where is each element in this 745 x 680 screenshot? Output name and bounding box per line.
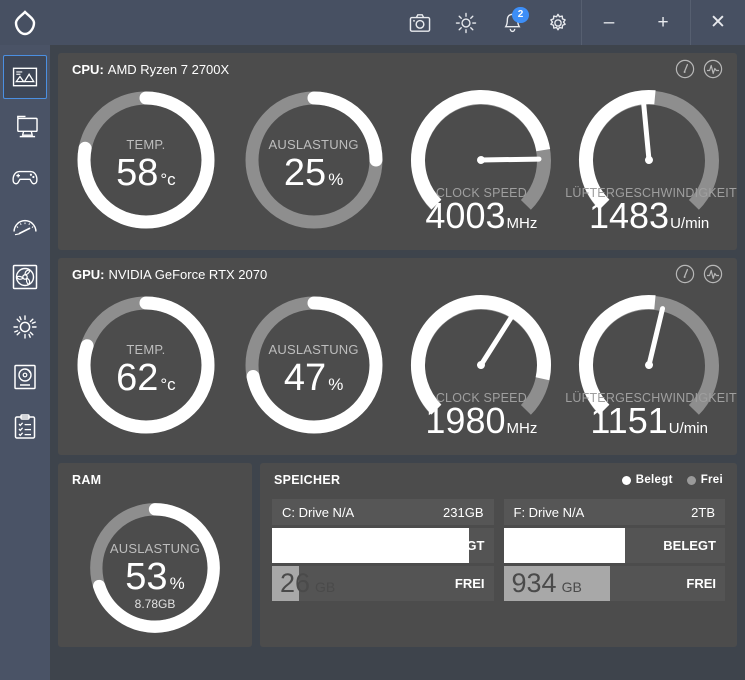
drive-name: C: Drive N/A: [282, 504, 355, 520]
cpu-panel-actions: [675, 59, 723, 79]
dashboard-icon: [12, 67, 38, 87]
titlebar-actions: 2 – + ✕: [397, 0, 745, 45]
gpu-fan-gauge: LÜFTERGESCHWINDIGKEIT 1151U/min: [565, 290, 737, 445]
ram-panel: RAM AUSLASTUNG 53% 8.78GB: [58, 463, 252, 647]
drive-free-bar: 934 GB FREI: [503, 566, 725, 601]
gpu-clock-gauge: CLOCK SPEED 1980MHz: [398, 290, 566, 445]
drive-list: C: Drive N/A 231GB BELEGT 26 GB: [260, 497, 737, 616]
drive-free-fill: [503, 566, 610, 601]
maximize-button[interactable]: +: [657, 11, 669, 33]
screenshot-button[interactable]: [397, 0, 443, 45]
drive-free-label: FREI: [686, 576, 716, 591]
cpu-label: CPU:: [72, 61, 104, 77]
legend-item-used: Belegt: [621, 474, 673, 486]
cpu-panel: CPU: AMD Ryzen 7 2700X: [58, 53, 737, 250]
ram-gauge: AUSLASTUNG 53% 8.78GB: [58, 497, 252, 647]
legend-label-used: Belegt: [635, 474, 673, 486]
sun-icon: [13, 315, 37, 339]
drive-free-label: FREI: [454, 576, 485, 591]
gpu-panel-actions: [675, 264, 723, 284]
title-bar: 2 – + ✕: [0, 0, 745, 45]
legend-dot-free: [686, 475, 696, 485]
cpu-gauges: TEMP. 58 °c AUSLASTUNG 25%: [58, 85, 737, 250]
gauge-view-icon[interactable]: [675, 264, 695, 284]
speedometer-icon: [13, 219, 37, 236]
drive-header: C: Drive N/A 231GB: [272, 499, 494, 525]
graph-view-icon[interactable]: [703, 264, 723, 284]
gauge-view-icon[interactable]: [675, 59, 695, 79]
drive-item[interactable]: F: Drive N/A 2TB BELEGT 934 GB: [503, 499, 725, 604]
sidebar-item-dashboard[interactable]: [3, 55, 47, 99]
monitor-icon: [16, 115, 38, 138]
notifications-button[interactable]: 2: [489, 0, 535, 45]
window-body: CPU: AMD Ryzen 7 2700X: [0, 45, 745, 680]
titlebar-divider-1: [581, 0, 582, 45]
sidebar-item-games[interactable]: [3, 155, 47, 199]
lighting-button[interactable]: [443, 0, 489, 45]
storage-legend: Belegt Frei: [621, 474, 723, 486]
gpu-gauges: TEMP. 62 °c AUSLASTUNG 47%: [58, 290, 737, 455]
minimize-button[interactable]: –: [603, 11, 615, 33]
drive-used-label: BELEGT: [431, 538, 485, 553]
legend-item-free: Frei: [686, 474, 723, 486]
gamepad-icon: [12, 170, 38, 185]
storage-panel-header: SPEICHER Belegt Frei: [260, 463, 737, 497]
legend-label-free: Frei: [700, 474, 723, 486]
drive-name: F: Drive N/A: [513, 504, 585, 520]
gpu-panel: GPU: NVIDIA GeForce RTX 2070: [58, 258, 737, 455]
sidebar-item-fans[interactable]: [3, 255, 47, 299]
cpu-panel-header: CPU: AMD Ryzen 7 2700X: [58, 53, 737, 85]
harddisk-icon: [14, 364, 36, 390]
sidebar-item-reports[interactable]: [3, 405, 47, 449]
app-logo-icon[interactable]: [0, 9, 50, 36]
ram-title: RAM: [72, 473, 102, 487]
drive-header: F: Drive N/A 2TB: [503, 499, 725, 525]
cpu-clock-gauge: CLOCK SPEED 4003MHz: [398, 85, 566, 240]
cpu-load-gauge: AUSLASTUNG 25%: [230, 85, 398, 240]
cpu-model: AMD Ryzen 7 2700X: [107, 61, 230, 77]
drive-used-fill: [503, 528, 626, 563]
drive-item[interactable]: C: Drive N/A 231GB BELEGT 26 GB: [272, 499, 494, 604]
graph-view-icon[interactable]: [703, 59, 723, 79]
drive-free-value: 934 GB: [511, 568, 582, 598]
drive-capacity: 2TB: [691, 504, 715, 520]
dashboard-content: CPU: AMD Ryzen 7 2700X: [50, 45, 745, 680]
sidebar-item-storage[interactable]: [3, 355, 47, 399]
ram-panel-header: RAM: [58, 463, 252, 497]
gpu-panel-header: GPU: NVIDIA GeForce RTX 2070: [58, 258, 737, 290]
bottom-row: RAM AUSLASTUNG 53% 8.78GB: [58, 463, 737, 647]
drive-used-fill: [272, 528, 470, 563]
drive-free-bar: 26 GB FREI: [272, 566, 494, 601]
checklist-icon: [14, 414, 36, 439]
sidebar-item-performance[interactable]: [3, 205, 47, 249]
close-button[interactable]: ✕: [710, 12, 726, 33]
sidebar-item-lighting[interactable]: [3, 305, 47, 349]
drive-free-fill: [272, 566, 299, 601]
cpu-fan-gauge: LÜFTERGESCHWINDIGKEIT 1483U/min: [565, 85, 737, 240]
settings-button[interactable]: [535, 0, 581, 45]
drive-free-value: 26 GB: [280, 568, 336, 598]
gpu-label: GPU:: [72, 266, 105, 282]
titlebar-divider-2: [690, 0, 691, 45]
drive-used-bar: BELEGT: [503, 528, 725, 563]
gpu-load-gauge: AUSLASTUNG 47%: [230, 290, 398, 445]
notification-badge: 2: [512, 7, 529, 23]
drive-capacity: 231GB: [443, 504, 484, 520]
drive-used-bar: BELEGT: [272, 528, 494, 563]
legend-dot-used: [621, 475, 631, 485]
fan-icon: [12, 264, 38, 290]
sidebar-item-display[interactable]: [3, 105, 47, 149]
drive-used-label: BELEGT: [663, 538, 716, 553]
storage-panel: SPEICHER Belegt Frei: [260, 463, 737, 647]
gpu-model: NVIDIA GeForce RTX 2070: [108, 266, 268, 282]
storage-title: SPEICHER: [274, 473, 341, 487]
cpu-temp-gauge: TEMP. 58 °c: [62, 85, 230, 240]
gpu-temp-gauge: TEMP. 62 °c: [62, 290, 230, 445]
sidebar: [0, 45, 50, 680]
